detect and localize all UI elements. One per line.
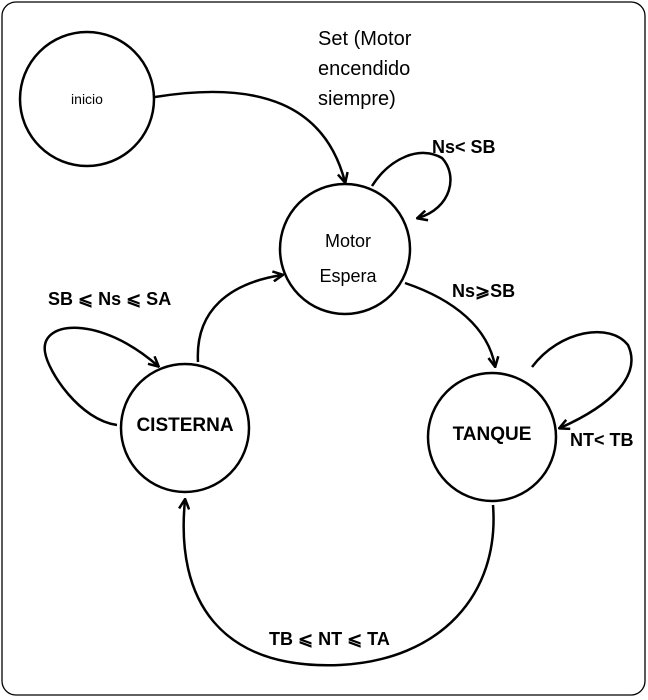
edge-tanque-to-cisterna	[184, 500, 495, 667]
edge-cisterna-to-motor	[196, 275, 282, 363]
tanque-self-loop-label: NT< TB	[570, 430, 634, 450]
state-inicio-label: inicio	[71, 91, 103, 107]
edge-tanque-self-loop	[531, 331, 633, 428]
set-label-line3: siempre)	[318, 88, 396, 110]
state-motor-circle	[278, 182, 412, 316]
state-cisterna: CISTERNA	[119, 362, 251, 494]
set-label-line2: encendido	[318, 58, 410, 80]
motor-to-tanque-label: Ns⩾SB	[452, 281, 515, 301]
edge-motor-to-tanque	[404, 281, 495, 366]
tanque-to-cisterna-label: TB ⩽ NT ⩽ TA	[269, 629, 390, 649]
state-tanque: TANQUE	[426, 371, 558, 503]
edge-cisterna-self-loop	[43, 326, 158, 427]
state-motor-espera: Motor Espera	[278, 182, 412, 316]
state-tanque-circle	[426, 371, 558, 503]
state-inicio: inicio	[18, 30, 156, 168]
motor-self-loop-label: Ns< SB	[432, 137, 496, 157]
edge-inicio-to-motor	[154, 90, 345, 182]
edge-motor-self-loop	[370, 151, 452, 218]
state-inicio-circle	[18, 30, 156, 168]
state-motor-label-line1: Motor	[325, 231, 371, 251]
state-tanque-label: TANQUE	[453, 424, 532, 445]
cisterna-self-loop-label: SB ⩽ Ns ⩽ SA	[48, 289, 171, 309]
state-cisterna-label: CISTERNA	[136, 415, 233, 436]
set-label-line1: Set (Motor	[318, 28, 412, 50]
state-cisterna-circle	[119, 362, 251, 494]
state-motor-label-line2: Espera	[319, 266, 377, 286]
